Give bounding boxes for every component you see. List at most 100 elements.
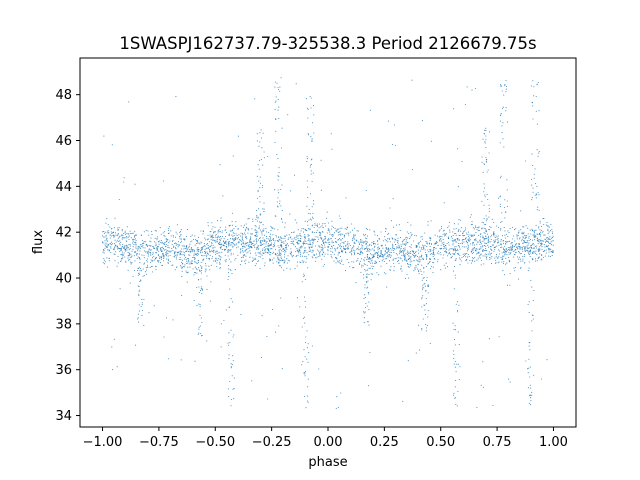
scatter-point (552, 251, 554, 253)
scatter-points (102, 77, 554, 410)
scatter-point (545, 245, 547, 248)
scatter-point (501, 244, 503, 246)
scatter-point (208, 257, 210, 259)
scatter-point (422, 249, 424, 251)
scatter-point (545, 237, 548, 239)
scatter-point (275, 118, 277, 120)
scatter-point (262, 132, 264, 134)
scatter-point (105, 234, 107, 236)
scatter-point (404, 244, 406, 247)
y-axis-label: flux (31, 230, 46, 254)
scatter-point (282, 221, 284, 223)
scatter-point (235, 244, 237, 246)
scatter-point (167, 260, 170, 262)
scatter-point (430, 242, 432, 245)
scatter-point (314, 224, 316, 226)
scatter-point (527, 244, 529, 246)
scatter-point (292, 231, 294, 234)
scatter-point (254, 257, 256, 259)
scatter-point (421, 273, 423, 276)
scatter-point (309, 166, 311, 168)
scatter-point (538, 256, 540, 258)
scatter-point (483, 238, 485, 240)
scatter-point (483, 204, 485, 206)
x-axis-label: phase (308, 455, 347, 470)
scatter-point (241, 236, 243, 239)
scatter-point (470, 234, 472, 236)
scatter-point (342, 233, 344, 235)
scatter-point (185, 250, 188, 252)
scatter-point (354, 250, 356, 252)
scatter-point (426, 276, 428, 279)
scatter-point (526, 247, 529, 249)
scatter-point (111, 144, 113, 146)
scatter-point (530, 387, 532, 389)
scatter-point (118, 236, 120, 238)
scatter-point (150, 261, 152, 264)
scatter-point (368, 247, 370, 249)
scatter-point (424, 304, 426, 306)
scatter-point (525, 242, 527, 244)
scatter-point (208, 248, 211, 250)
scatter-point (246, 245, 248, 247)
scatter-point (418, 270, 420, 272)
scatter-point (135, 244, 137, 246)
scatter-point (182, 262, 184, 264)
scatter-point (442, 257, 444, 259)
scatter-point (478, 248, 480, 250)
scatter-point (311, 216, 314, 218)
scatter-point (153, 255, 155, 258)
scatter-point (513, 256, 515, 258)
scatter-point (387, 233, 389, 235)
scatter-point (439, 251, 441, 254)
scatter-point (219, 258, 221, 260)
scatter-point (192, 268, 194, 270)
scatter-point (353, 238, 355, 240)
scatter-point (259, 268, 261, 270)
scatter-point (500, 175, 502, 177)
scatter-point (224, 241, 226, 243)
scatter-point (305, 229, 307, 231)
scatter-point (422, 318, 424, 320)
scatter-point (514, 240, 516, 242)
scatter-point (533, 173, 535, 175)
scatter-point (252, 233, 254, 235)
scatter-point (535, 247, 537, 249)
scatter-point (204, 254, 206, 256)
scatter-point (333, 226, 335, 229)
scatter-point (261, 250, 263, 252)
y-tick-label: 46 (55, 134, 72, 149)
scatter-point (317, 255, 319, 257)
scatter-point (504, 199, 506, 201)
scatter-point (381, 254, 384, 256)
scatter-point (518, 232, 520, 234)
scatter-point (519, 248, 521, 250)
scatter-point (256, 133, 258, 135)
scatter-point (504, 245, 506, 247)
scatter-point (393, 266, 395, 268)
scatter-point (172, 249, 174, 251)
scatter-point (492, 404, 494, 407)
scatter-point (255, 258, 257, 260)
scatter-point (518, 243, 521, 245)
scatter-point (366, 235, 369, 237)
scatter-point (443, 246, 445, 248)
scatter-point (255, 231, 257, 233)
scatter-point (387, 120, 390, 122)
scatter-point (520, 210, 522, 212)
scatter-point (461, 232, 464, 234)
scatter-point (457, 331, 459, 333)
scatter-point (241, 238, 243, 240)
scatter-point (495, 262, 497, 265)
scatter-point (483, 183, 485, 185)
scatter-point (319, 231, 321, 234)
scatter-point (319, 245, 321, 247)
scatter-point (122, 235, 124, 237)
scatter-point (522, 260, 524, 262)
scatter-point (229, 238, 232, 240)
scatter-point (235, 233, 237, 235)
scatter-point (530, 279, 532, 281)
scatter-point (443, 229, 445, 231)
scatter-point (508, 231, 510, 234)
scatter-point (371, 273, 373, 275)
